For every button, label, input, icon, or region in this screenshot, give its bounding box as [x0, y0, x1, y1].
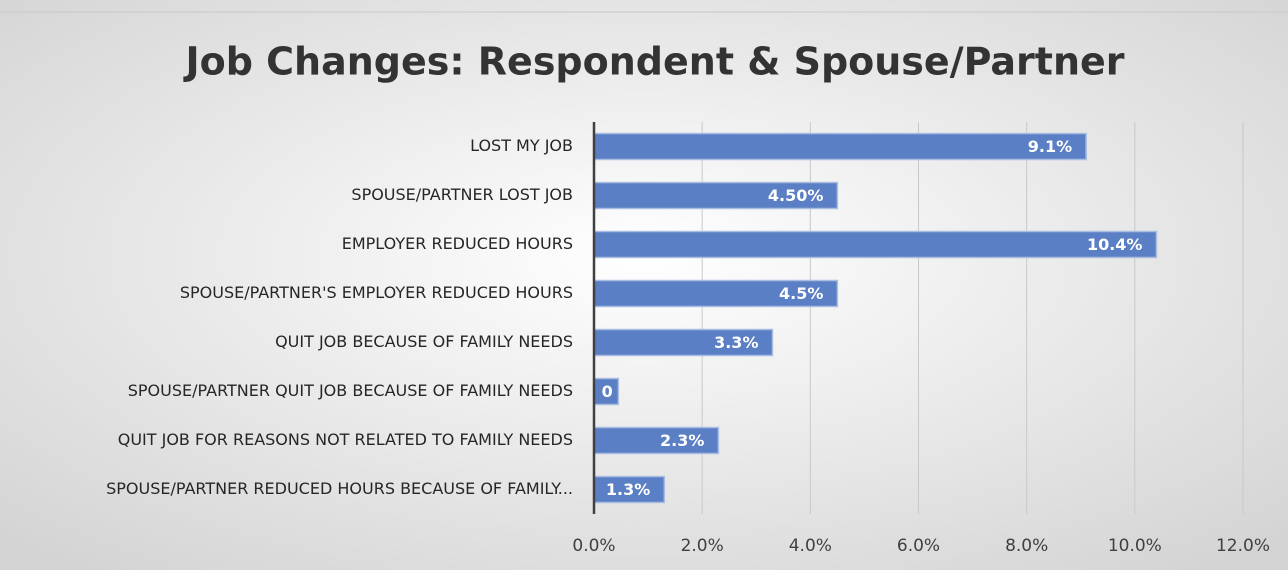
value-label: 1.3% — [606, 480, 650, 499]
bar — [593, 230, 1158, 259]
value-label: 10.4% — [1087, 235, 1143, 254]
x-tick-label: 0.0% — [572, 536, 615, 556]
value-label: 3.3% — [714, 333, 758, 352]
y-tick-label: SPOUSE/PARTNER REDUCED HOURS BECAUSE OF … — [106, 479, 573, 498]
x-tick-label: 8.0% — [1005, 536, 1048, 556]
y-tick-label: SPOUSE/PARTNER QUIT JOB BECAUSE OF FAMIL… — [128, 381, 573, 400]
value-label: 0 — [602, 382, 613, 401]
chart-title: Job Changes: Respondent & Spouse/Partner — [182, 40, 1124, 84]
y-tick-label: QUIT JOB FOR REASONS NOT RELATED TO FAMI… — [118, 430, 573, 449]
bar — [593, 279, 839, 308]
value-label: 4.5% — [779, 284, 823, 303]
value-label: 9.1% — [1028, 137, 1072, 156]
x-tick-label: 6.0% — [897, 536, 940, 556]
y-tick-label: LOST MY JOB — [470, 136, 573, 155]
x-tick-label: 12.0% — [1216, 536, 1270, 556]
bar — [593, 475, 666, 504]
bar — [593, 181, 839, 210]
x-tick-label: 10.0% — [1108, 536, 1162, 556]
y-tick-label: EMPLOYER REDUCED HOURS — [342, 234, 573, 253]
y-tick-label: SPOUSE/PARTNER'S EMPLOYER REDUCED HOURS — [180, 283, 573, 302]
bar — [593, 132, 1087, 161]
value-label: 4.50% — [768, 186, 824, 205]
x-tick-label: 2.0% — [681, 536, 724, 556]
bar — [593, 426, 720, 455]
y-tick-label: QUIT JOB BECAUSE OF FAMILY NEEDS — [275, 332, 573, 351]
x-tick-label: 4.0% — [789, 536, 832, 556]
value-label: 2.3% — [660, 431, 704, 450]
bar — [593, 377, 620, 406]
y-tick-label: SPOUSE/PARTNER LOST JOB — [351, 185, 573, 204]
